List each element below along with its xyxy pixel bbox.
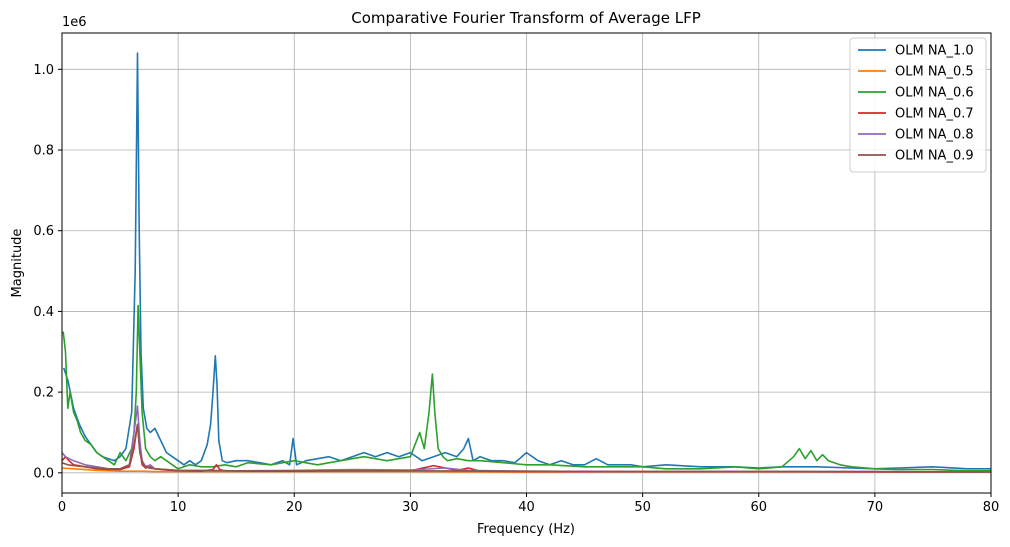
y-axis-ticks: 0.0 0.2 0.4 0.6 0.8 1.0: [33, 63, 62, 481]
x-axis-label: Frequency (Hz): [477, 522, 575, 537]
y-offset-label: 1e6: [62, 15, 87, 30]
x-tick-label: 40: [518, 500, 535, 515]
x-axis-ticks: 0 10 20 30 40 50 60 70 80: [58, 493, 999, 515]
x-tick-label: 10: [170, 500, 187, 515]
y-tick-label: 0.4: [33, 305, 54, 320]
series-line-olm-na-0-6: [62, 304, 991, 472]
legend-label: OLM NA_0.5: [895, 65, 974, 80]
x-tick-label: 70: [867, 500, 884, 515]
x-tick-label: 80: [983, 500, 1000, 515]
legend: OLM NA_1.0 OLM NA_0.5 OLM NA_0.6 OLM NA_0.7…: [849, 37, 987, 173]
y-tick-label: 0.2: [33, 386, 54, 401]
y-tick-label: 0.0: [33, 466, 54, 481]
x-tick-label: 50: [634, 500, 651, 515]
chart-title: Comparative Fourier Transform of Average…: [351, 9, 701, 27]
series-line-olm-na-1-0: [62, 52, 991, 470]
legend-label: OLM NA_0.8: [895, 128, 974, 143]
y-tick-label: 1.0: [33, 63, 54, 78]
x-tick-label: 30: [402, 500, 419, 515]
series-lines: [61, 52, 992, 473]
x-tick-label: 0: [58, 500, 66, 515]
legend-label: OLM NA_1.0: [895, 44, 974, 59]
y-tick-label: 0.6: [33, 224, 54, 239]
y-tick-label: 0.8: [33, 144, 54, 159]
x-tick-label: 20: [286, 500, 303, 515]
x-tick-label: 60: [750, 500, 767, 515]
legend-label: OLM NA_0.6: [895, 86, 974, 101]
legend-label: OLM NA_0.7: [895, 107, 974, 122]
series-line-olm-na-0-9: [61, 423, 992, 473]
legend-label: OLM NA_0.9: [895, 149, 974, 164]
y-axis-label: Magnitude: [10, 229, 25, 298]
